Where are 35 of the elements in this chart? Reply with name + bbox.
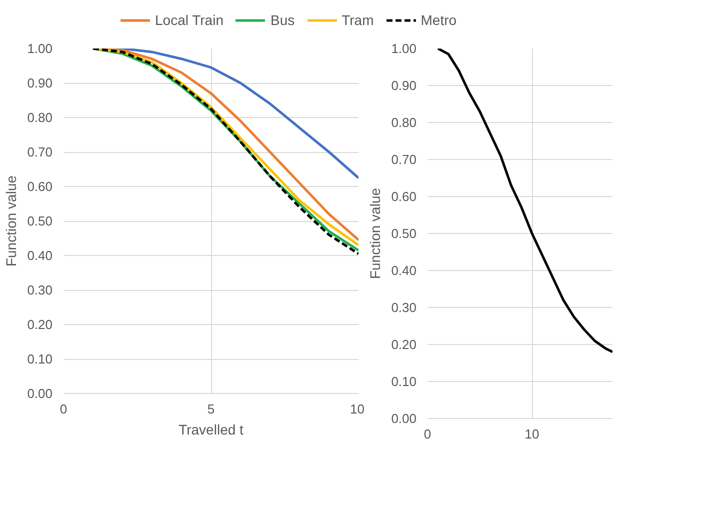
y-tick-label: 0.70 (391, 152, 417, 167)
legend-label: Bus (270, 12, 295, 28)
y-tick-label: 1.00 (391, 41, 417, 56)
y-tick-label: 0.10 (391, 374, 417, 389)
y-tick-label: 0.80 (391, 115, 417, 130)
y-tick-label: 0.20 (27, 317, 53, 332)
y-tick-label: 0.00 (391, 411, 417, 426)
legend-label: Tram (342, 12, 374, 28)
y-tick-label: 0.00 (27, 386, 53, 401)
x-tick-label: 0 (424, 426, 432, 442)
y-tick-label: 0.80 (27, 110, 53, 125)
y-tick-label: 0.90 (27, 76, 53, 90)
y-tick-label: 0.40 (391, 263, 417, 278)
y-tick-label: 0.70 (27, 144, 53, 160)
y-tick-label: 0.40 (27, 248, 53, 263)
line-series (436, 48, 612, 354)
x-tick-label: 10 (350, 402, 365, 416)
legend-label: Local Train (155, 12, 224, 28)
y-axis-title: Function value (3, 175, 20, 267)
y-tick-label: 0.50 (27, 214, 53, 228)
y-axis-title: Function value (367, 188, 384, 280)
y-tick-label: 0.30 (391, 300, 417, 315)
x-axis-title: Travelled t (178, 422, 244, 438)
x-tick-label: 5 (207, 402, 215, 416)
legend-label: Metro (420, 12, 457, 28)
x-tick-label: 0 (60, 402, 68, 416)
y-tick-label: 0.10 (27, 352, 53, 366)
y-tick-label: 0.60 (391, 189, 417, 204)
y-tick-label: 0.50 (391, 226, 417, 241)
y-tick-label: 0.20 (391, 337, 417, 352)
y-tick-label: 0.60 (27, 179, 53, 194)
y-tick-label: 0.30 (27, 282, 53, 298)
y-tick-label: 1.00 (27, 41, 53, 56)
y-tick-label: 0.90 (391, 78, 417, 93)
x-tick-label: 10 (524, 426, 540, 442)
